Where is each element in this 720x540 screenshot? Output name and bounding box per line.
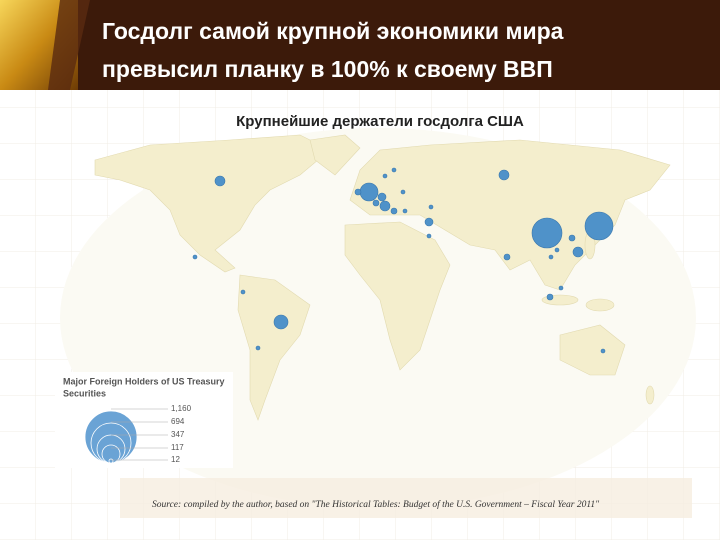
legend: Major Foreign Holders of US Treasury Sec… [55,372,233,468]
header-divider [48,0,90,90]
source-box [120,478,692,518]
title: превысил планку в 100% к своему ВВП [102,56,553,82]
legend-label: 694 [171,417,185,426]
legend-title: Securities [63,388,106,398]
legend-circles [84,410,138,464]
title: Госдолг самой крупной экономики мира [102,18,564,44]
legend-label: 1,160 [171,404,192,413]
legend-label: 117 [171,443,184,452]
holder-bubbles [192,167,614,354]
header-bar [0,0,720,90]
legend-box [55,372,233,468]
source-note: Source: compiled by the author, based on… [152,499,600,510]
legend-label: 347 [171,430,185,439]
legend-title: Major Foreign Holders of US Treasury [63,376,225,386]
land [94,134,671,421]
legend-leaders [111,408,168,461]
legend-label: 12 [171,455,180,464]
subtitle: Крупнейшие держатели госдолга США [236,113,524,130]
